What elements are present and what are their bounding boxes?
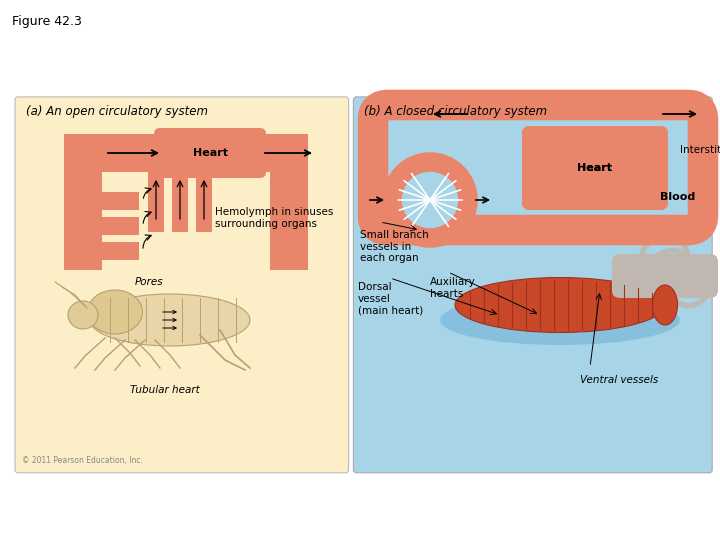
- Text: Heart: Heart: [577, 163, 613, 173]
- FancyBboxPatch shape: [64, 242, 139, 260]
- FancyBboxPatch shape: [148, 170, 164, 232]
- Text: Small branch
vessels in
each organ: Small branch vessels in each organ: [360, 230, 428, 263]
- Text: Ventral vessels: Ventral vessels: [580, 375, 658, 385]
- FancyBboxPatch shape: [394, 126, 682, 209]
- FancyBboxPatch shape: [354, 97, 712, 473]
- FancyBboxPatch shape: [172, 170, 188, 232]
- FancyBboxPatch shape: [15, 97, 348, 473]
- Ellipse shape: [392, 162, 468, 238]
- Text: Interstitial fluid: Interstitial fluid: [680, 145, 720, 155]
- FancyBboxPatch shape: [64, 134, 160, 172]
- Ellipse shape: [90, 294, 250, 346]
- FancyBboxPatch shape: [612, 254, 718, 298]
- Text: Tubular heart: Tubular heart: [130, 385, 200, 395]
- Text: (b) A closed circulatory system: (b) A closed circulatory system: [364, 105, 547, 118]
- FancyBboxPatch shape: [154, 128, 266, 178]
- Text: Pores: Pores: [135, 277, 163, 287]
- Text: Dorsal
vessel
(main heart): Dorsal vessel (main heart): [358, 282, 423, 315]
- FancyBboxPatch shape: [64, 217, 139, 235]
- FancyBboxPatch shape: [522, 126, 668, 210]
- FancyBboxPatch shape: [260, 134, 308, 172]
- FancyBboxPatch shape: [196, 170, 212, 232]
- Text: Heart: Heart: [577, 163, 613, 173]
- Ellipse shape: [652, 285, 678, 325]
- Text: © 2011 Pearson Education, Inc.: © 2011 Pearson Education, Inc.: [22, 456, 143, 465]
- Text: Blood: Blood: [660, 192, 696, 202]
- Text: (a) An open circulatory system: (a) An open circulatory system: [26, 105, 208, 118]
- Text: Heart: Heart: [192, 148, 228, 158]
- FancyBboxPatch shape: [522, 126, 668, 210]
- FancyBboxPatch shape: [270, 170, 308, 270]
- Text: Hemolymph in sinuses
surrounding organs: Hemolymph in sinuses surrounding organs: [215, 207, 333, 229]
- Text: Figure 42.3: Figure 42.3: [12, 15, 82, 28]
- Ellipse shape: [440, 295, 680, 345]
- Ellipse shape: [455, 278, 665, 333]
- Ellipse shape: [68, 301, 98, 329]
- Text: Auxiliary
hearts: Auxiliary hearts: [430, 277, 476, 299]
- FancyBboxPatch shape: [64, 192, 139, 210]
- FancyBboxPatch shape: [64, 170, 102, 270]
- Ellipse shape: [88, 290, 143, 334]
